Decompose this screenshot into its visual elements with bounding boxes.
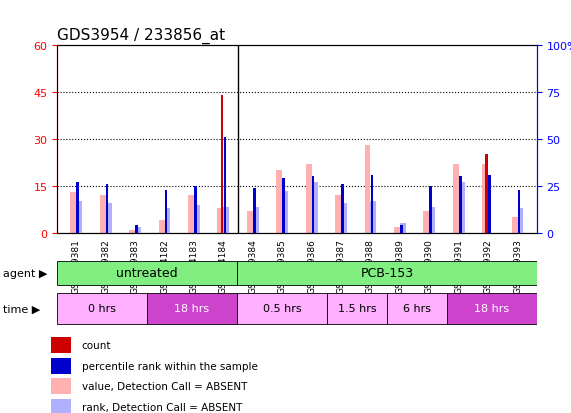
Text: agent ▶: agent ▶ (3, 268, 47, 278)
Bar (305, 164, 312, 233)
Bar (512, 218, 518, 233)
Text: percentile rank within the sample: percentile rank within the sample (82, 361, 258, 371)
Bar (327, 294, 387, 325)
Bar (341, 185, 344, 233)
Bar (282, 192, 288, 233)
Bar (312, 183, 317, 233)
Bar (485, 155, 488, 233)
Bar (223, 207, 229, 233)
Bar (220, 95, 223, 233)
Bar (77, 183, 79, 233)
Bar (106, 185, 108, 233)
Bar (237, 261, 537, 286)
Bar (194, 205, 200, 233)
Bar (518, 209, 524, 233)
Bar (247, 211, 253, 233)
Bar (387, 294, 447, 325)
Bar (100, 196, 106, 233)
Bar (223, 138, 226, 233)
Bar (335, 196, 341, 233)
Bar (159, 221, 164, 233)
Bar (135, 226, 138, 233)
Bar (518, 190, 520, 233)
Bar (371, 175, 373, 233)
Text: 0 hrs: 0 hrs (88, 304, 116, 314)
Bar (237, 294, 327, 325)
Bar (147, 294, 237, 325)
Bar (459, 177, 461, 233)
Bar (188, 196, 194, 233)
Bar (459, 183, 465, 233)
Bar (51, 358, 71, 374)
Text: 18 hrs: 18 hrs (474, 304, 509, 314)
Text: 0.5 hrs: 0.5 hrs (263, 304, 301, 314)
Text: PCB-153: PCB-153 (360, 266, 413, 280)
Bar (106, 203, 111, 233)
Bar (164, 209, 170, 233)
Bar (482, 164, 488, 233)
Text: value, Detection Call = ABSENT: value, Detection Call = ABSENT (82, 381, 247, 391)
Text: GDS3954 / 233856_at: GDS3954 / 233856_at (57, 28, 225, 44)
Text: untreated: untreated (116, 266, 178, 280)
Bar (276, 171, 282, 233)
Bar (400, 224, 406, 233)
Bar (164, 190, 167, 233)
Bar (429, 186, 432, 233)
Bar (429, 207, 435, 233)
Bar (394, 227, 400, 233)
Bar (253, 188, 256, 233)
Bar (400, 226, 403, 233)
Bar (129, 230, 135, 233)
Bar (135, 228, 141, 233)
Text: rank, Detection Call = ABSENT: rank, Detection Call = ABSENT (82, 402, 242, 412)
Bar (51, 399, 71, 413)
Bar (76, 202, 82, 233)
Bar (57, 261, 237, 286)
Text: count: count (82, 341, 111, 351)
Bar (488, 175, 491, 233)
Text: 6 hrs: 6 hrs (403, 304, 431, 314)
Bar (70, 192, 76, 233)
Bar (312, 177, 315, 233)
Bar (51, 378, 71, 394)
Bar (282, 179, 285, 233)
Bar (341, 203, 347, 233)
Text: 18 hrs: 18 hrs (174, 304, 210, 314)
Bar (253, 207, 259, 233)
Text: 1.5 hrs: 1.5 hrs (337, 304, 376, 314)
Bar (424, 211, 429, 233)
Text: time ▶: time ▶ (3, 304, 40, 313)
Bar (365, 146, 371, 233)
Bar (218, 208, 223, 233)
Bar (447, 294, 537, 325)
Bar (453, 164, 459, 233)
Bar (194, 186, 197, 233)
Bar (371, 202, 376, 233)
Bar (51, 338, 71, 354)
Bar (57, 294, 147, 325)
